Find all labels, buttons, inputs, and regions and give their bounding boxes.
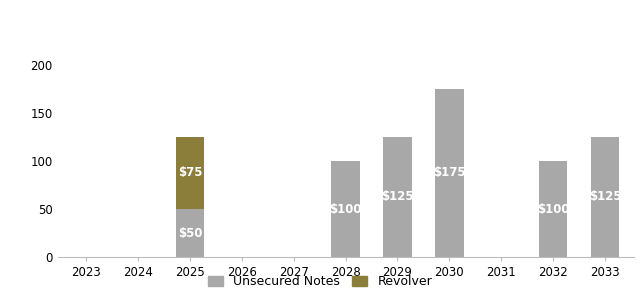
Bar [435, 89, 463, 257]
Bar [591, 137, 620, 257]
Bar [175, 137, 204, 209]
Text: $125: $125 [381, 191, 414, 203]
Bar [539, 161, 568, 257]
Bar [383, 137, 412, 257]
Text: $175: $175 [433, 166, 466, 180]
Bar [332, 161, 360, 257]
Text: $125: $125 [589, 191, 621, 203]
Text: $75: $75 [178, 166, 202, 180]
Text: $50: $50 [178, 226, 202, 240]
Bar [175, 209, 204, 257]
Text: DEBT MATURITY SCHEDULE ($M): DEBT MATURITY SCHEDULE ($M) [181, 15, 459, 30]
Legend: Unsecured Notes, Revolver: Unsecured Notes, Revolver [203, 270, 437, 293]
Text: $100: $100 [537, 203, 570, 215]
Text: $100: $100 [330, 203, 362, 215]
